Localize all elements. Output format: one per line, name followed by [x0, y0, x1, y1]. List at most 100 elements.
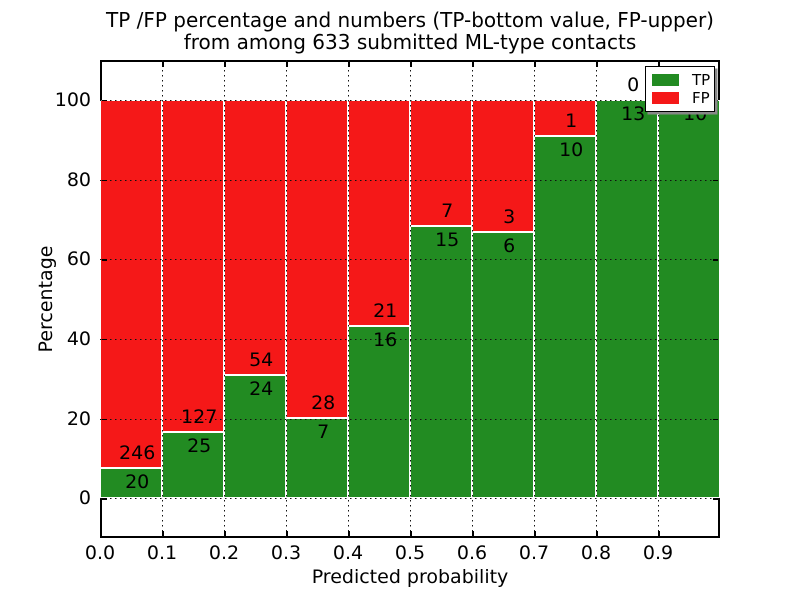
- bar-label-fp: 3: [503, 206, 516, 229]
- bar-bin: [348, 99, 410, 499]
- y-axis-label: Percentage: [35, 245, 57, 353]
- gridline-vertical: [410, 60, 411, 538]
- bar-bin: [162, 99, 224, 499]
- bar-label-fp: 127: [181, 406, 218, 429]
- x-tick-mark: [410, 531, 412, 536]
- x-tick-mark: [348, 531, 350, 536]
- y-tick-label: 80: [66, 168, 91, 191]
- x-tick-mark: [410, 62, 412, 67]
- gridline-vertical: [658, 60, 659, 538]
- gridline-vertical: [162, 60, 163, 538]
- y-tick-label: 100: [54, 88, 91, 111]
- bar-segment-fp: [472, 99, 534, 233]
- bar-bin: [410, 99, 472, 499]
- bar-segment-fp: [224, 99, 286, 376]
- x-tick-label: 0.2: [208, 542, 240, 564]
- x-tick-mark: [286, 62, 288, 67]
- gridline-horizontal: [100, 498, 720, 500]
- bar-label-tp: 25: [187, 435, 212, 458]
- y-tick-mark: [102, 259, 107, 261]
- x-tick-mark: [162, 62, 164, 67]
- bar-bin: [224, 99, 286, 499]
- x-tick-label: 0.6: [456, 542, 488, 564]
- y-tick-mark: [102, 498, 107, 500]
- x-tick-label: 0.9: [642, 542, 674, 564]
- y-tick-mark: [713, 99, 718, 102]
- y-tick-label: 20: [66, 407, 91, 430]
- x-tick-mark: [472, 531, 474, 536]
- bar-segment-fp: [162, 99, 224, 433]
- bar-label-fp: 1: [565, 110, 578, 133]
- bar-label-tp: 20: [125, 471, 150, 494]
- bar-segment-tp: [162, 432, 224, 499]
- bar-segment-tp: [100, 468, 162, 499]
- gridline-horizontal: [100, 179, 720, 181]
- bar-label-tp: 16: [373, 329, 398, 352]
- y-tick-mark: [713, 338, 718, 341]
- gridline-horizontal: [100, 99, 720, 101]
- y-tick-mark: [713, 418, 718, 420]
- bar-label-tp: 13: [621, 103, 646, 126]
- y-tick-label: 60: [66, 248, 91, 271]
- x-tick-mark: [534, 531, 536, 536]
- x-tick-label: 0.4: [332, 542, 364, 564]
- x-tick-mark: [162, 531, 164, 536]
- x-tick-label: 0.1: [146, 542, 178, 564]
- bar-label-tp: 7: [317, 421, 330, 444]
- bar-bin: [596, 99, 658, 499]
- legend-item: FP: [652, 89, 710, 107]
- x-tick-mark: [658, 531, 660, 536]
- gridline-vertical: [286, 60, 287, 538]
- y-tick-mark: [102, 179, 107, 181]
- y-tick-label: 40: [66, 327, 91, 350]
- chart-title: TP /FP percentage and numbers (TP-bottom…: [100, 9, 720, 53]
- bar-label-fp: 0: [627, 74, 640, 97]
- bar-label-tp: 24: [249, 378, 274, 401]
- x-tick-mark: [224, 531, 226, 536]
- bar-label-tp: 6: [503, 235, 516, 258]
- gridline-horizontal: [100, 259, 720, 261]
- x-tick-mark: [472, 62, 474, 67]
- x-tick-label: 0.7: [518, 542, 550, 564]
- bar-label-fp: 54: [249, 349, 274, 372]
- chart-title-line2: from among 633 submitted ML-type contact…: [183, 30, 637, 54]
- bar-bin: [286, 99, 348, 499]
- gridline-vertical: [596, 60, 597, 538]
- chart-title-line1: TP /FP percentage and numbers (TP-bottom…: [106, 8, 714, 32]
- bar-bin: [100, 99, 162, 499]
- gridline-horizontal: [100, 418, 720, 420]
- bar-segment-tp: [596, 100, 658, 499]
- x-tick-mark: [286, 531, 288, 536]
- y-tick-mark: [102, 338, 107, 341]
- y-tick-mark: [713, 498, 718, 500]
- x-tick-mark: [224, 62, 226, 67]
- legend-label: FP: [692, 89, 710, 107]
- bar-segment-tp: [534, 136, 596, 499]
- y-tick-mark: [102, 418, 107, 420]
- bar-label-fp: 7: [441, 200, 454, 223]
- x-tick-label: 0.5: [394, 542, 426, 564]
- gridline-vertical: [534, 60, 535, 538]
- x-tick-label: 0.8: [580, 542, 612, 564]
- bar-bin: [658, 99, 720, 499]
- x-axis-label: Predicted probability: [311, 566, 509, 588]
- bar-segment-tp: [348, 326, 410, 499]
- bar-segment-fp: [100, 99, 162, 469]
- legend-swatch-tp-icon: [652, 74, 679, 86]
- plot-area: 24620127255424287211671536110013010: [100, 60, 720, 538]
- x-tick-mark: [658, 62, 660, 67]
- bar-label-fp: 21: [373, 300, 398, 323]
- legend: TP FP: [645, 66, 715, 112]
- bar-segment-tp: [472, 232, 534, 499]
- bar-segment-tp: [224, 375, 286, 499]
- x-tick-label: 0.0: [84, 542, 116, 564]
- bar-bin: [534, 99, 596, 499]
- y-tick-mark: [713, 259, 718, 261]
- bar-segment-tp: [658, 100, 720, 499]
- y-tick-label: 0: [78, 487, 91, 510]
- gridline-vertical: [472, 60, 473, 538]
- gridline-vertical: [224, 60, 225, 538]
- y-tick-mark: [713, 179, 718, 181]
- x-tick-mark: [596, 62, 598, 67]
- gridline-vertical: [348, 60, 349, 538]
